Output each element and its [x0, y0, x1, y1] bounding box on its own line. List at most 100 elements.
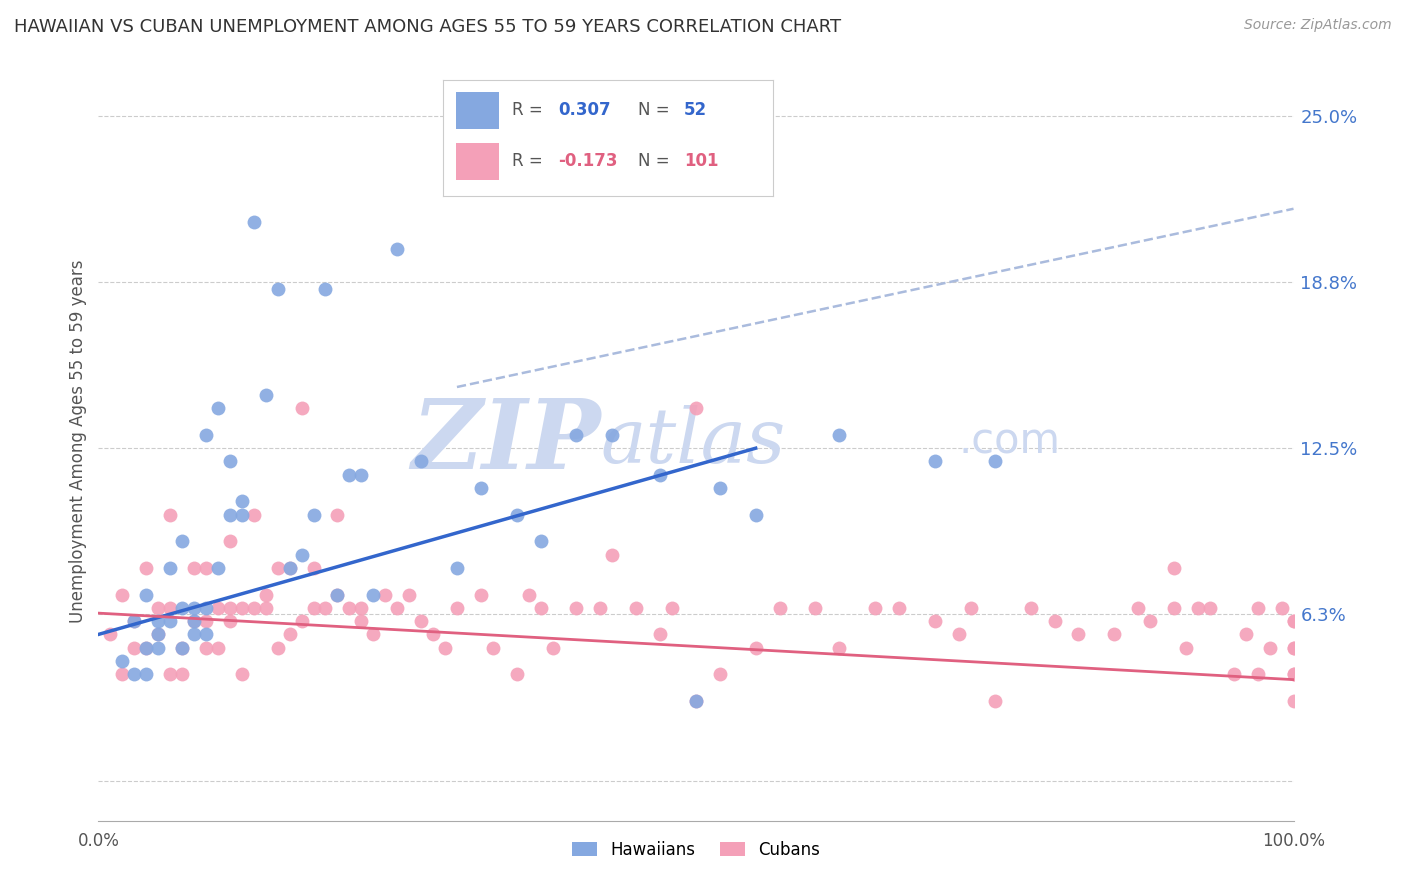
- Point: [291, 401, 314, 416]
- Bar: [456, 143, 499, 180]
- Point: [183, 614, 205, 628]
- Point: [135, 587, 157, 601]
- Text: HAWAIIAN VS CUBAN UNEMPLOYMENT AMONG AGES 55 TO 59 YEARS CORRELATION CHART: HAWAIIAN VS CUBAN UNEMPLOYMENT AMONG AGE…: [14, 18, 841, 36]
- Point: [889, 600, 911, 615]
- Point: [661, 600, 683, 615]
- Point: [148, 614, 170, 628]
- Point: [565, 600, 588, 615]
- Point: [183, 600, 205, 615]
- Point: [231, 600, 253, 615]
- Point: [98, 627, 122, 641]
- Point: [1234, 627, 1257, 641]
- Point: [243, 508, 266, 522]
- Point: [148, 640, 170, 655]
- Point: [135, 640, 157, 655]
- Point: [148, 627, 170, 641]
- Point: [648, 467, 672, 482]
- Point: [1104, 627, 1126, 641]
- Point: [363, 587, 385, 601]
- Point: [363, 627, 385, 641]
- Point: [207, 561, 229, 575]
- Point: [159, 561, 181, 575]
- Point: [530, 534, 553, 549]
- Point: [385, 242, 409, 256]
- Point: [219, 600, 242, 615]
- Point: [111, 654, 134, 668]
- Point: [254, 388, 277, 402]
- Text: 101: 101: [685, 153, 718, 170]
- Point: [172, 667, 194, 681]
- Point: [172, 600, 194, 615]
- Point: [315, 282, 337, 296]
- Point: [1163, 600, 1185, 615]
- Point: [1282, 667, 1305, 681]
- Point: [326, 508, 349, 522]
- Point: [398, 587, 420, 601]
- Point: [565, 428, 588, 442]
- Point: [124, 667, 146, 681]
- Text: atlas: atlas: [600, 405, 786, 478]
- Point: [111, 587, 134, 601]
- Point: [315, 600, 337, 615]
- Point: [506, 508, 529, 522]
- Point: [231, 667, 253, 681]
- Point: [135, 561, 157, 575]
- Point: [446, 600, 468, 615]
- Point: [278, 561, 301, 575]
- Point: [219, 454, 242, 468]
- Point: [350, 614, 373, 628]
- Point: [1163, 561, 1185, 575]
- Point: [385, 600, 409, 615]
- Point: [231, 494, 253, 508]
- Point: [1199, 600, 1222, 615]
- Point: [960, 600, 983, 615]
- Point: [434, 640, 457, 655]
- Point: [243, 215, 266, 229]
- Point: [1282, 614, 1305, 628]
- Point: [422, 627, 444, 641]
- Point: [326, 587, 349, 601]
- Point: [278, 561, 301, 575]
- Point: [159, 600, 181, 615]
- Point: [267, 282, 290, 296]
- Point: [541, 640, 564, 655]
- Point: [254, 600, 277, 615]
- Point: [470, 587, 492, 601]
- Text: R =: R =: [512, 102, 548, 120]
- Point: [1175, 640, 1198, 655]
- Point: [326, 587, 349, 601]
- Point: [517, 587, 540, 601]
- Text: Source: ZipAtlas.com: Source: ZipAtlas.com: [1244, 18, 1392, 32]
- Point: [207, 401, 229, 416]
- Point: [135, 640, 157, 655]
- Point: [648, 627, 672, 641]
- Point: [1247, 667, 1270, 681]
- Point: [172, 640, 194, 655]
- Text: R =: R =: [512, 153, 548, 170]
- Point: [339, 600, 361, 615]
- Point: [219, 534, 242, 549]
- Point: [685, 401, 707, 416]
- Text: 52: 52: [685, 102, 707, 120]
- Point: [626, 600, 648, 615]
- Point: [602, 548, 624, 562]
- Point: [267, 561, 290, 575]
- Text: ZIP: ZIP: [411, 394, 600, 489]
- Point: [446, 561, 468, 575]
- Point: [219, 508, 242, 522]
- Point: [148, 600, 170, 615]
- Point: [1282, 640, 1305, 655]
- Point: [159, 667, 181, 681]
- Point: [1019, 600, 1042, 615]
- Point: [470, 481, 492, 495]
- Point: [291, 548, 314, 562]
- Point: [984, 454, 1007, 468]
- Point: [350, 467, 373, 482]
- Point: [481, 640, 505, 655]
- Point: [302, 600, 325, 615]
- Text: N =: N =: [638, 153, 675, 170]
- Point: [506, 667, 529, 681]
- Point: [1271, 600, 1294, 615]
- Point: [828, 428, 851, 442]
- Point: [1282, 667, 1305, 681]
